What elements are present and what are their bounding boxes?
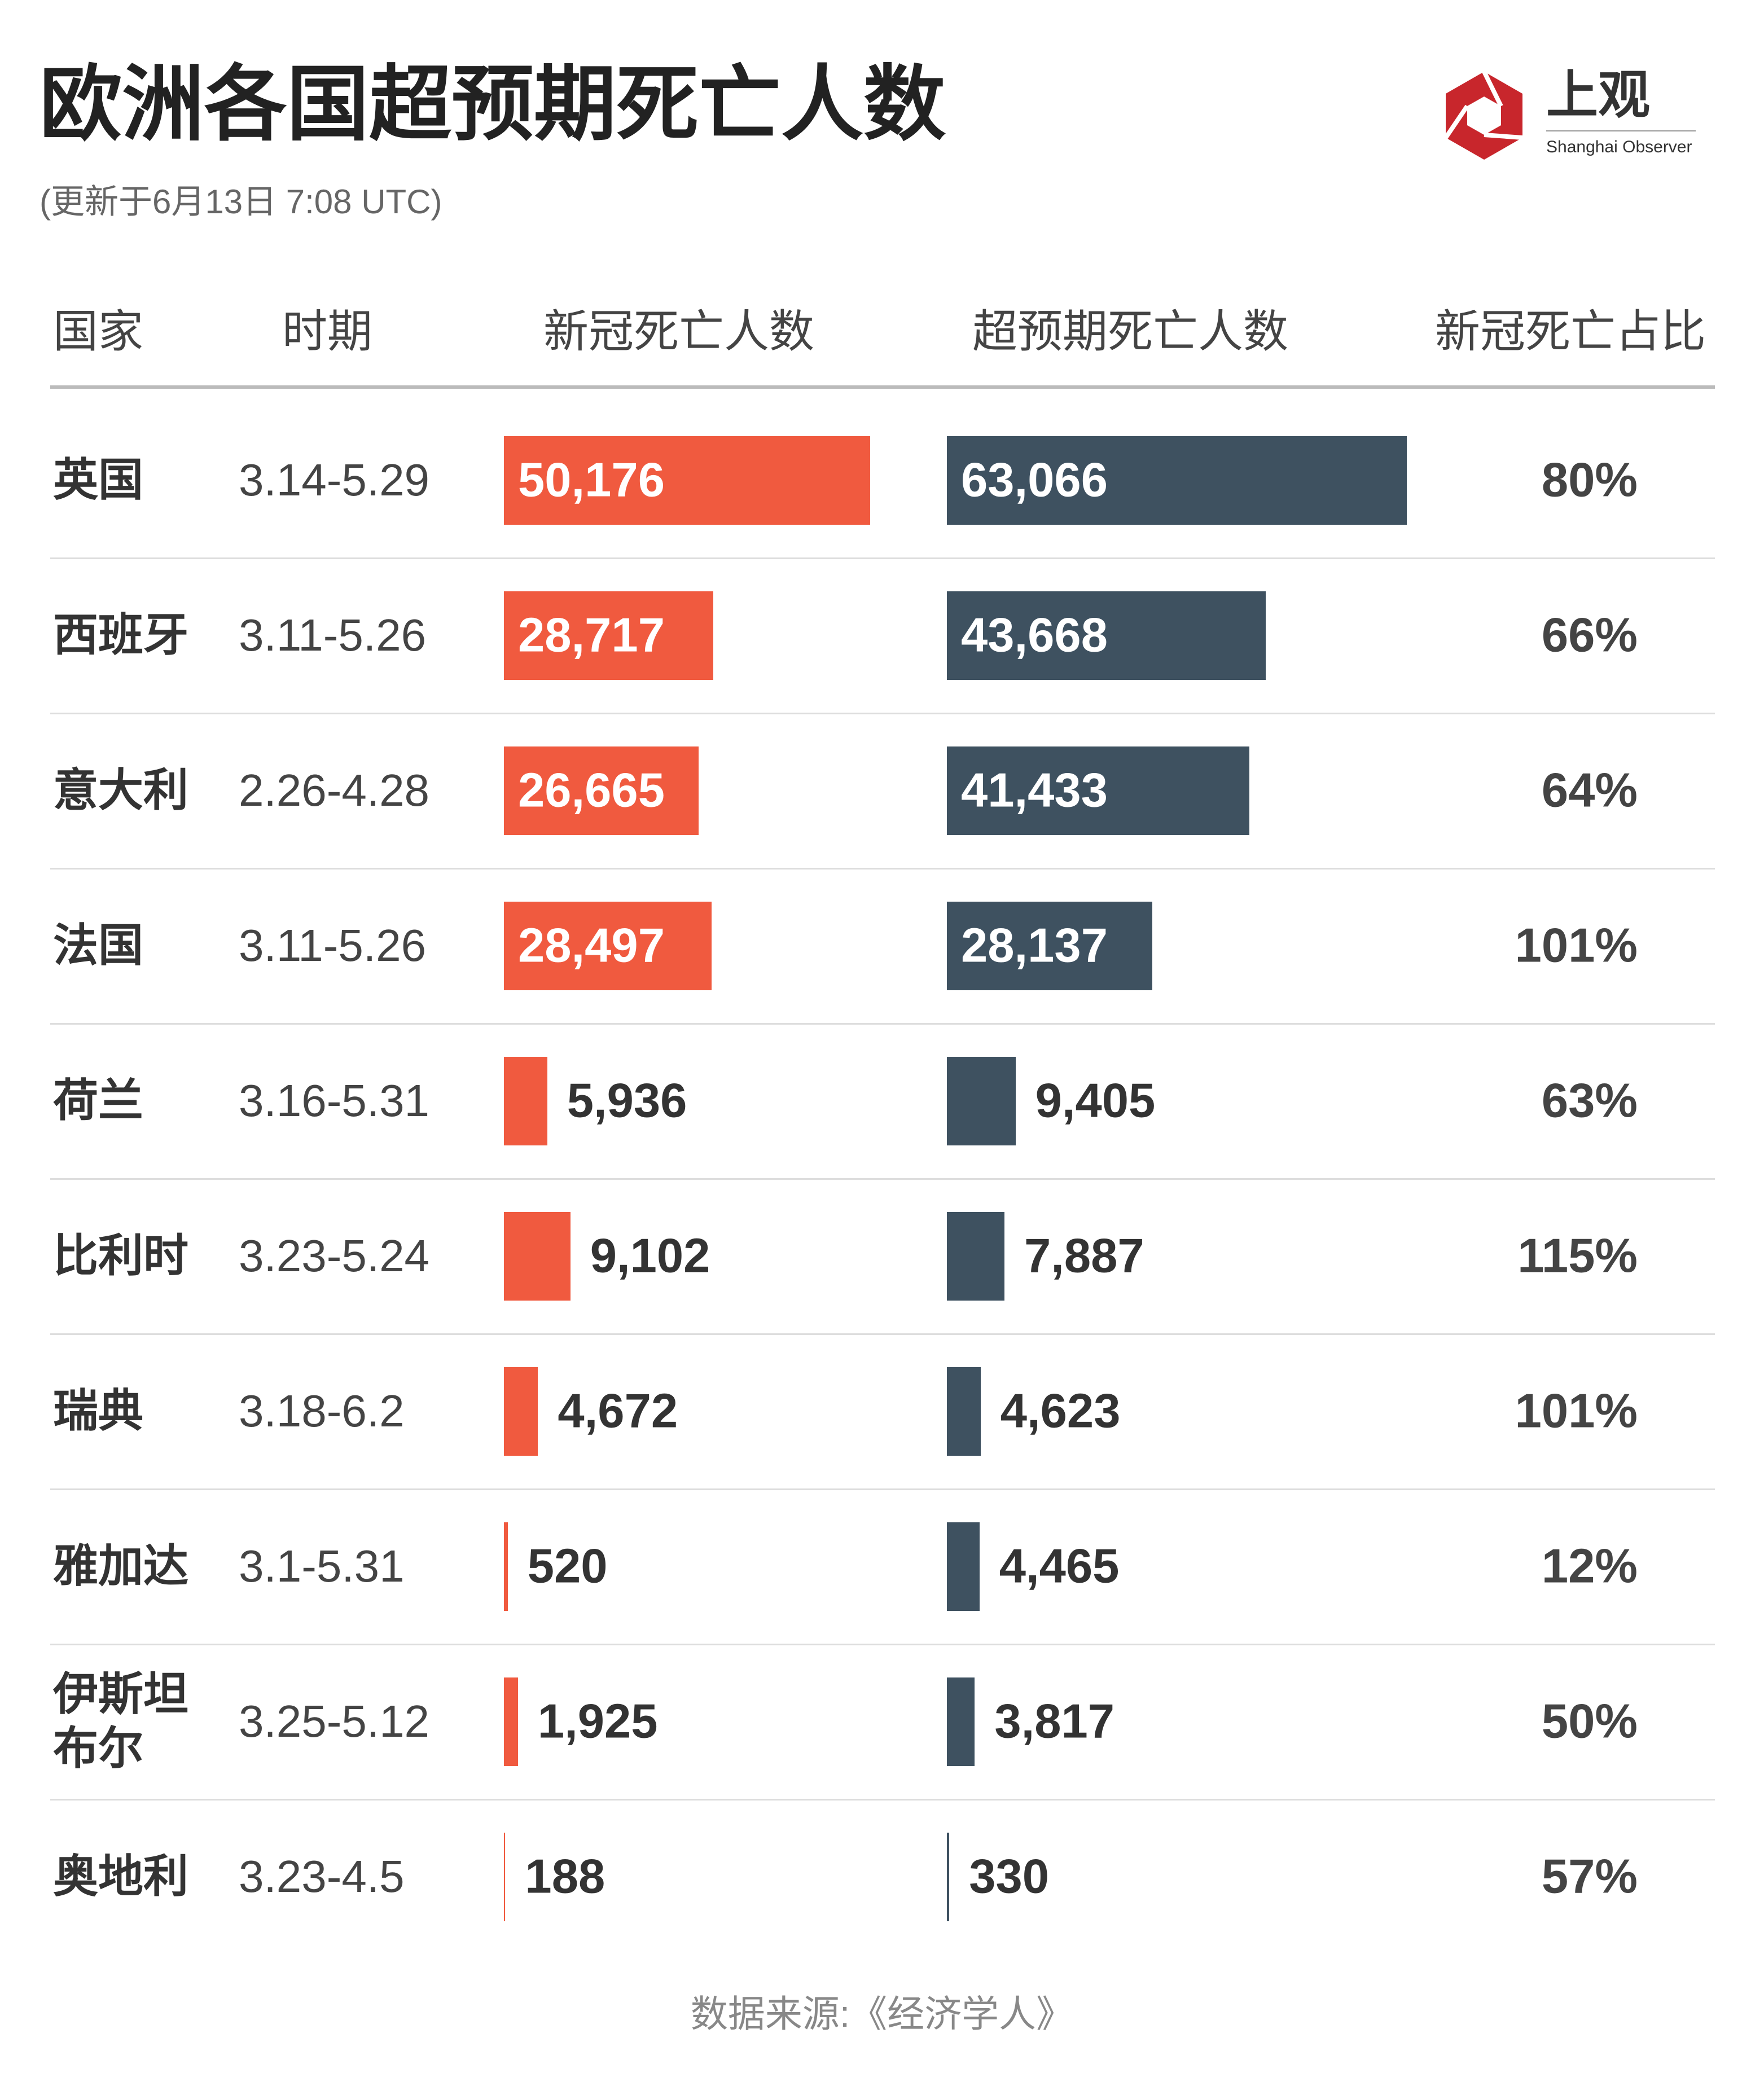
ratio-label: 80% xyxy=(1541,453,1638,507)
bar xyxy=(947,1057,1016,1145)
logo: 上观 Shanghai Observer xyxy=(1443,68,1696,160)
bar xyxy=(947,1677,975,1766)
country: 荷兰 xyxy=(53,1075,143,1126)
value-label: 43,668 xyxy=(961,608,1108,662)
title: 欧洲各国超预期死亡人数 xyxy=(40,58,946,150)
ratio-label: 57% xyxy=(1541,1850,1638,1904)
country: 西班牙 xyxy=(53,610,188,660)
bar xyxy=(947,746,1249,835)
row-separator xyxy=(50,1488,1715,1490)
bar xyxy=(947,1212,1004,1301)
country: 奥地利 xyxy=(53,1851,188,1901)
ratio-label: 64% xyxy=(1541,763,1638,818)
period: 3.18-6.2 xyxy=(239,1386,405,1436)
ratio-label: 63% xyxy=(1541,1074,1638,1128)
value-label: 188 xyxy=(525,1850,605,1904)
row-separator xyxy=(50,1023,1715,1025)
value-label: 4,623 xyxy=(1000,1384,1121,1438)
value-label: 9,102 xyxy=(590,1229,710,1283)
column-header: 新冠死亡人数 xyxy=(543,306,814,357)
header-rule xyxy=(50,385,1715,389)
row-separator xyxy=(50,557,1715,559)
column-header: 国家 xyxy=(53,306,143,357)
bar xyxy=(947,591,1266,680)
row-separator xyxy=(50,868,1715,869)
bar xyxy=(504,591,714,680)
value-label: 63,066 xyxy=(961,453,1108,507)
bar xyxy=(947,1833,950,1921)
period: 3.25-5.12 xyxy=(239,1696,430,1746)
country: 意大利 xyxy=(53,765,188,815)
ratio-label: 66% xyxy=(1541,608,1638,662)
period: 3.11-5.26 xyxy=(239,920,427,970)
country: 英国 xyxy=(53,455,143,505)
logo-mark xyxy=(1443,71,1523,160)
bar xyxy=(504,1367,538,1456)
row-separator xyxy=(50,1333,1715,1335)
value-label: 50,176 xyxy=(518,453,665,507)
ratio-label: 50% xyxy=(1541,1694,1638,1749)
bar xyxy=(504,1833,506,1921)
value-label: 28,497 xyxy=(518,919,665,973)
country: 瑞典 xyxy=(53,1386,143,1436)
bar xyxy=(947,902,1152,990)
ratio-label: 12% xyxy=(1541,1539,1638,1593)
bar xyxy=(504,1212,571,1301)
period: 3.1-5.31 xyxy=(239,1541,405,1591)
bar xyxy=(504,1057,547,1145)
column-header: 超预期死亡人数 xyxy=(972,306,1288,357)
country: 雅加达 xyxy=(53,1541,188,1591)
bar xyxy=(504,902,712,990)
value-label: 26,665 xyxy=(518,763,665,818)
period: 3.16-5.31 xyxy=(239,1075,430,1126)
value-label: 1,925 xyxy=(537,1694,658,1749)
country: 法国 xyxy=(53,920,143,970)
ratio-label: 101% xyxy=(1515,919,1638,973)
column-header: 新冠死亡占比 xyxy=(1435,306,1706,357)
period: 3.11-5.26 xyxy=(239,610,427,660)
country: 比利时 xyxy=(53,1231,188,1281)
period: 3.14-5.29 xyxy=(239,455,430,505)
source: 数据来源:《经济学人》 xyxy=(690,1993,1074,2035)
value-label: 330 xyxy=(969,1850,1050,1904)
period: 3.23-4.5 xyxy=(239,1851,405,1901)
ratio-label: 115% xyxy=(1517,1229,1638,1283)
value-label: 4,465 xyxy=(999,1539,1120,1593)
ratio-label: 101% xyxy=(1515,1384,1638,1438)
bar xyxy=(504,436,870,525)
value-label: 7,887 xyxy=(1024,1229,1144,1283)
bar xyxy=(947,1522,980,1611)
column-header: 时期 xyxy=(282,306,372,357)
value-label: 41,433 xyxy=(961,763,1108,818)
country: 伊斯坦布尔 xyxy=(53,1669,188,1773)
period: 3.23-5.24 xyxy=(239,1231,430,1281)
value-label: 9,405 xyxy=(1035,1074,1156,1128)
value-label: 5,936 xyxy=(567,1074,687,1128)
subtitle: (更新于6月13日 7:08 UTC) xyxy=(40,183,442,221)
value-label: 28,137 xyxy=(961,919,1108,973)
logo-text-en: Shanghai Observer xyxy=(1546,138,1692,156)
row-separator xyxy=(50,713,1715,714)
value-label: 520 xyxy=(527,1539,608,1593)
row-separator xyxy=(50,1644,1715,1645)
period: 2.26-4.28 xyxy=(239,765,430,815)
bar xyxy=(504,1677,518,1766)
value-label: 28,717 xyxy=(518,608,665,662)
bar xyxy=(947,436,1407,525)
bar xyxy=(947,1367,981,1456)
row-separator xyxy=(50,1178,1715,1180)
logo-text: 上观 xyxy=(1546,68,1650,124)
value-label: 4,672 xyxy=(558,1384,678,1438)
row-separator xyxy=(50,1799,1715,1800)
bar xyxy=(504,746,699,835)
value-label: 3,817 xyxy=(994,1694,1115,1749)
bar xyxy=(504,1522,508,1611)
